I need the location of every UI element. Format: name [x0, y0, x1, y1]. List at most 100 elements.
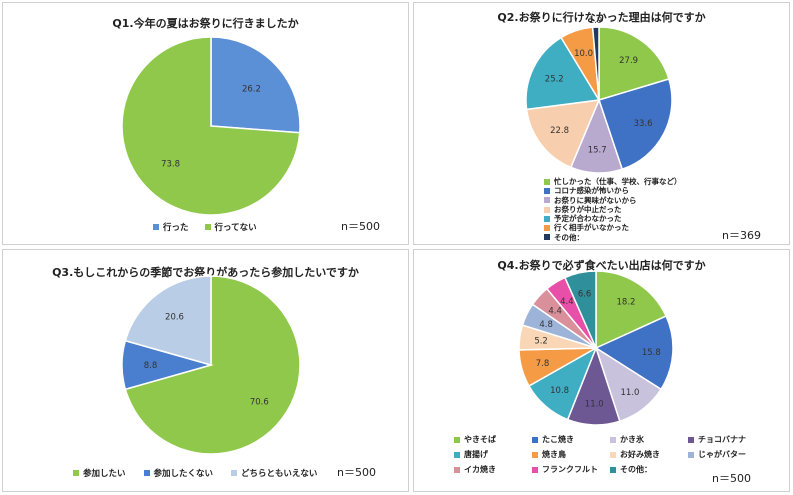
- legend-item: じゃがバター: [688, 449, 766, 460]
- legend-swatch: [73, 470, 79, 476]
- pie-slice: [594, 315, 674, 391]
- legend-label: 行った: [163, 223, 189, 233]
- pie-chart-q1: 26.2 73.8: [121, 36, 301, 216]
- data-label: 10.0: [574, 49, 593, 59]
- legend-swatch: [153, 224, 159, 230]
- legend-item: その他：: [544, 233, 682, 242]
- legend-item: お祭りが中止だった: [544, 205, 682, 214]
- data-label: 4.8: [539, 320, 553, 330]
- pie-slice: [598, 78, 673, 171]
- legend-item: 焼き鳥: [532, 449, 610, 460]
- legend-swatch: [688, 451, 694, 458]
- data-label: 15.8: [642, 348, 661, 358]
- legend-swatch: [544, 187, 550, 194]
- legend-item: フランクフルト: [532, 464, 610, 475]
- legend-item: たこ焼き: [532, 434, 610, 445]
- data-label: 15.7: [588, 146, 607, 156]
- pie-slice: [525, 36, 601, 111]
- legend-item: イカ焼き: [454, 464, 532, 475]
- data-label: 25.2: [545, 74, 564, 84]
- data-label: 4.4: [548, 307, 562, 317]
- chart-panel-q1: Q1.今年の夏はお祭りに行きましたか 26.2 73.8 行った 行ってない n＝5…: [2, 2, 409, 245]
- data-label: 18.2: [617, 297, 636, 307]
- data-label: 73.8: [161, 160, 180, 170]
- data-label: 5.2: [534, 336, 548, 346]
- legend-label: かき氷: [620, 435, 644, 444]
- pie-chart-q4: 18.2 15.8 11.0 11.0 10.8 7.8 5.2 4.8 4.44.4 6.6: [518, 270, 674, 426]
- data-label: 6.6: [578, 290, 592, 300]
- legend-label: たこ焼き: [542, 435, 574, 444]
- pie-slice: [121, 36, 301, 216]
- legend-swatch: [204, 224, 211, 230]
- legend-item: お祭りに興味がないから: [544, 196, 682, 205]
- chart-panel-q2: Q2.お祭りに行けなかった理由は何ですか 27.9 33.6 15.7 22.8 25.…: [413, 2, 790, 245]
- legend-item: チョコバナナ: [688, 434, 766, 445]
- chart-panel-q3: Q3.もしこれからの季節でお祭りがあったら参加したいですか 70.6 8.8 20.…: [2, 249, 409, 492]
- legend-item: 忙しかった（仕事、学校、行事など）: [544, 177, 682, 186]
- legend-swatch: [544, 225, 550, 232]
- legend-label: その他：: [554, 232, 584, 242]
- data-label: 20.6: [165, 313, 184, 323]
- legend-item: その他：: [610, 464, 688, 475]
- legend-item: コロナ感染が怖いから: [544, 186, 682, 195]
- chart-title: Q4.お祭りで必ず食べたい出店は何ですか: [497, 259, 706, 272]
- legend-label: お好み焼き: [620, 450, 660, 459]
- pie-slice: [563, 270, 597, 349]
- pie-slice: [210, 36, 301, 134]
- legend-label: コロナ感染が怖いから: [554, 186, 629, 196]
- legend-swatch: [143, 470, 150, 476]
- data-label: 70.6: [250, 397, 269, 407]
- data-label: 27.9: [619, 56, 638, 66]
- legend-swatch: [454, 451, 460, 458]
- chart-title: Q1.今年の夏はお祭りに行きましたか: [112, 17, 299, 30]
- legend-swatch: [544, 215, 550, 222]
- legend-label: その他：: [620, 465, 652, 474]
- legend-label: イカ焼き: [464, 465, 496, 474]
- chart-title: Q3.もしこれからの季節でお祭りがあったら参加したいですか: [52, 266, 359, 279]
- legend-label: 行く相手がいなかった: [554, 223, 629, 233]
- legend-item: 行った: [153, 221, 189, 233]
- pie-chart-q2: 27.9 33.6 15.7 22.8 25.2 10.0 1.9: [525, 16, 673, 174]
- legend-item: かき氷: [610, 434, 688, 445]
- data-label: 4.4: [560, 297, 574, 307]
- legend-item: 参加したくない: [143, 467, 214, 479]
- legend-label: お祭りが中止だった: [554, 204, 622, 214]
- legend-label: どちらともいえない: [241, 469, 318, 479]
- legend-label: じゃがバター: [698, 450, 746, 459]
- data-label: 1.9: [589, 16, 603, 26]
- legend-swatch: [610, 466, 616, 473]
- pie-slice: [124, 275, 212, 366]
- legend-label: フランクフルト: [542, 465, 598, 474]
- legend-item: どちらともいえない: [231, 467, 317, 479]
- data-label: 26.2: [242, 84, 261, 94]
- legend-swatch: [610, 451, 616, 458]
- legend-label: 参加したくない: [153, 469, 214, 479]
- sample-size-label: n＝369: [722, 229, 761, 242]
- legend-item: お好み焼き: [610, 449, 688, 460]
- legend-item: 予定が合わなかった: [544, 214, 682, 223]
- data-label: 33.6: [634, 119, 653, 129]
- legend-item: 行く相手がいなかった: [544, 223, 682, 232]
- legend: 行った 行ってない: [153, 221, 257, 233]
- legend-label: 行ってない: [214, 223, 257, 233]
- legend: 参加したい 参加したくない どちらともいえない: [73, 467, 317, 479]
- sample-size-label: n＝500: [712, 472, 751, 485]
- legend-swatch: [231, 470, 238, 476]
- legend-swatch: [544, 206, 550, 213]
- legend-swatch: [532, 436, 538, 443]
- legend-label: やきそば: [464, 435, 496, 444]
- data-label: 11.0: [585, 399, 604, 409]
- legend-swatch: [454, 466, 460, 473]
- legend-swatch: [532, 451, 538, 458]
- pie-slice: [595, 270, 668, 350]
- legend-swatch: [544, 178, 550, 185]
- data-label: 10.8: [550, 386, 569, 396]
- legend: 忙しかった（仕事、学校、行事など） コロナ感染が怖いから お祭りに興味がないから お祭…: [544, 177, 682, 242]
- legend-item: 行ってない: [204, 221, 257, 233]
- pie-slice: [591, 26, 600, 101]
- legend-item: 参加したい: [73, 467, 126, 479]
- pie-slice: [525, 99, 601, 169]
- data-label: 11.0: [621, 388, 640, 398]
- data-label: 7.8: [536, 359, 550, 369]
- legend-item: 唐揚げ: [454, 449, 532, 460]
